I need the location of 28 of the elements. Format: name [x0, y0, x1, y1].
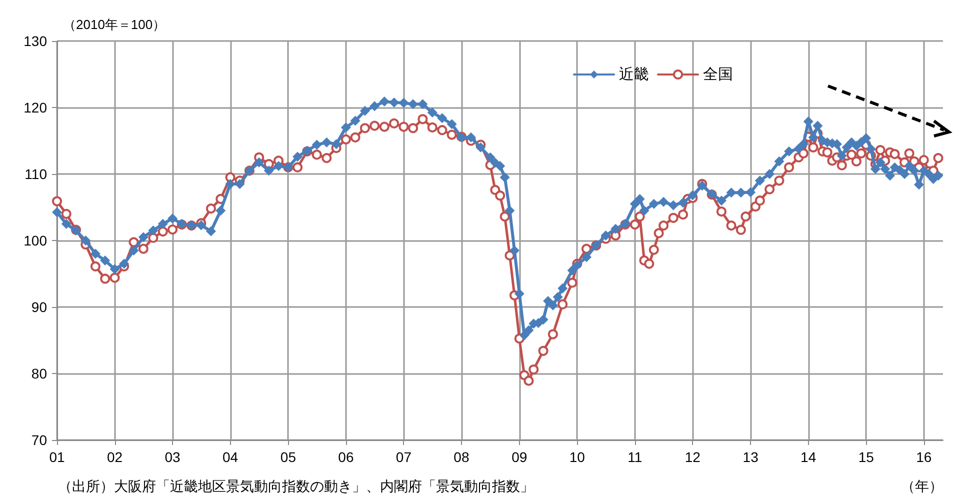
x-tick-label: 07 — [396, 449, 412, 465]
legend-label: 全国 — [703, 66, 733, 83]
y-tick-label: 130 — [24, 33, 48, 49]
x-tick-label: 06 — [338, 449, 354, 465]
x-tick-label: 08 — [454, 449, 470, 465]
y-tick-label: 110 — [24, 166, 48, 182]
y-tick-label: 100 — [24, 232, 48, 248]
y-tick-label: 90 — [31, 299, 48, 315]
x-tick-label: 15 — [858, 449, 874, 465]
x-tick-label: 11 — [628, 449, 642, 465]
x-tick-label: 10 — [569, 449, 586, 465]
y-tick-label: 80 — [31, 366, 48, 382]
x-tick-label: 14 — [800, 449, 816, 465]
y-tick-label: 70 — [31, 432, 48, 448]
x-tick-label: 04 — [222, 449, 238, 465]
x-tick-label: 03 — [164, 449, 181, 465]
x-tick-label: 13 — [742, 449, 759, 465]
x-tick-label: 01 — [49, 449, 65, 465]
x-tick-label: 16 — [916, 449, 932, 465]
legend-label: 近畿 — [619, 66, 649, 83]
x-tick-label: 05 — [280, 449, 296, 465]
x-axis-title: （年） — [901, 478, 943, 494]
y-tick-label: 120 — [24, 100, 48, 116]
x-tick-label: 09 — [512, 449, 528, 465]
x-tick-label: 02 — [106, 449, 123, 465]
x-tick-label: 12 — [684, 449, 701, 465]
y-axis-title: （2010年＝100） — [63, 17, 166, 32]
text: （出所）大阪府「近畿地区景気動向指数の動き」、内閣府「景気動向指数」 — [58, 478, 534, 494]
